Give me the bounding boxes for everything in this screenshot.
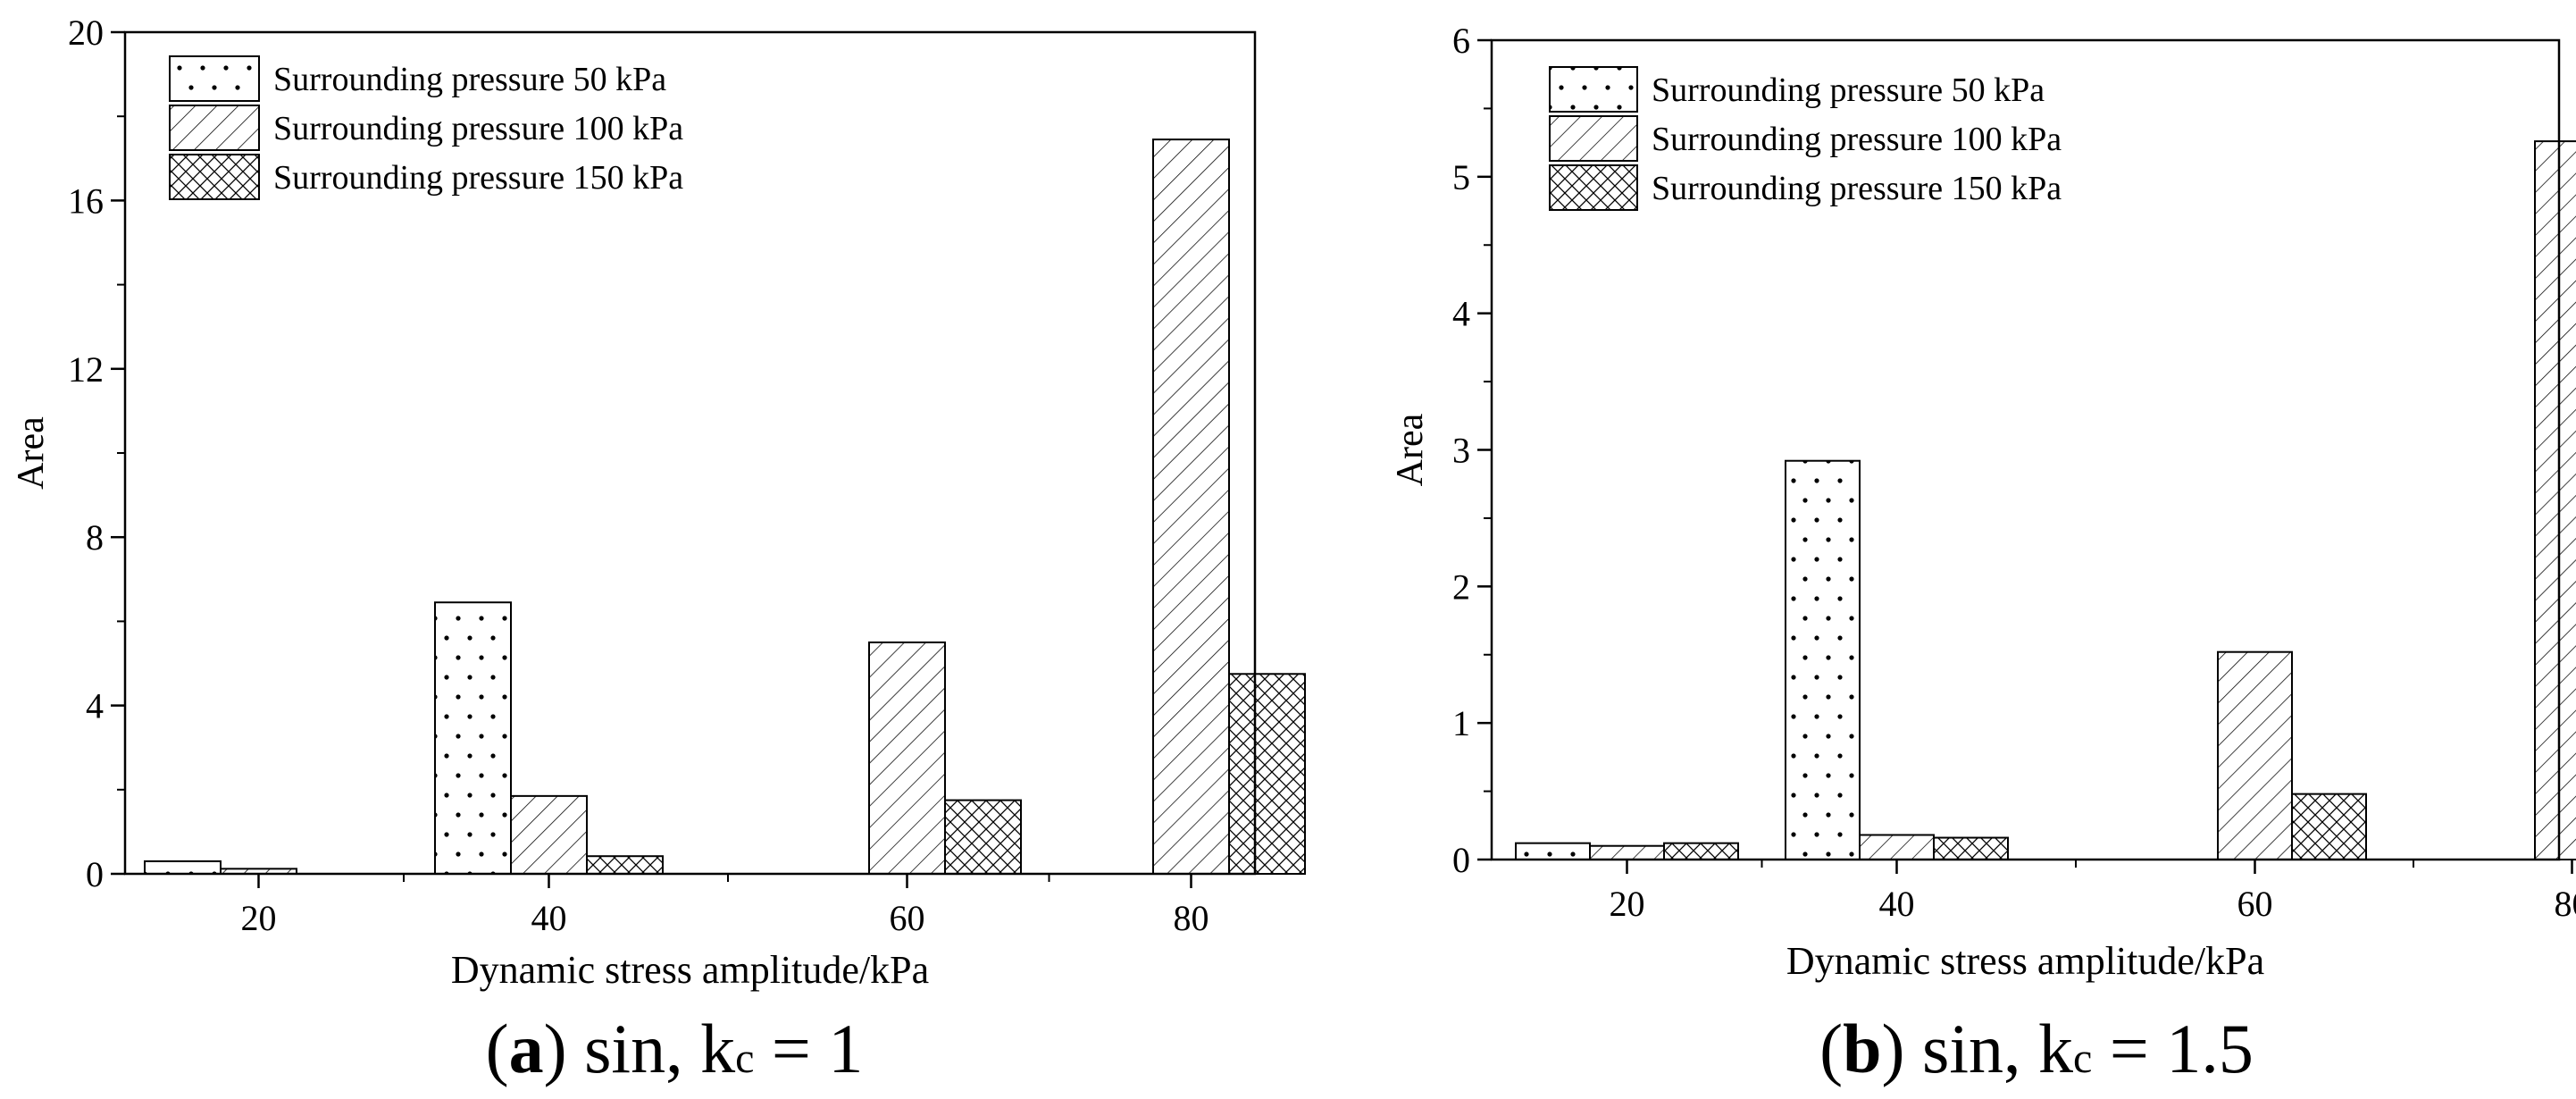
legend-label-b-1: Surrounding pressure 50 kPa	[1652, 71, 2045, 109]
x-tick-label-a-60: 60	[890, 898, 925, 938]
legend-label-b-3: Surrounding pressure 150 kPa	[1652, 170, 2062, 207]
y-tick-label-b-3: 3	[1452, 431, 1470, 471]
x-tick-label-a-40: 40	[531, 898, 567, 938]
x-tick-label-b-80: 80	[2555, 884, 2576, 924]
legend-swatch-b-3	[1549, 164, 1638, 211]
bar-a-s1-20	[144, 860, 222, 875]
bar-a-s2-80	[1152, 138, 1230, 876]
x-tick-label-b-40: 40	[1879, 884, 1915, 924]
y-axis-label-a: Area	[11, 416, 52, 490]
y-tick-label-b-2: 2	[1452, 566, 1470, 607]
y-tick-label-a-4: 16	[68, 180, 104, 221]
legend-swatch-a-2	[169, 105, 260, 151]
legend-swatch-a-1	[169, 55, 260, 102]
y-tick-label-a-5: 20	[68, 13, 104, 53]
bar-a-s2-60	[868, 641, 946, 875]
bar-b-s3-60	[2291, 793, 2367, 861]
bar-b-s3-20	[1663, 842, 1739, 860]
legend-label-b-2: Surrounding pressure 100 kPa	[1652, 121, 2062, 158]
y-tick-label-a-3: 12	[68, 349, 104, 390]
bar-b-s2-40	[1859, 834, 1935, 860]
caption-b: (b) sin, kc = 1.5	[1819, 1010, 2254, 1087]
legend-swatch-b-2	[1549, 115, 1638, 162]
bar-a-s1-40	[434, 601, 512, 876]
bar-b-s3-40	[1933, 836, 2009, 861]
chart-b: 0 1 2 3 4 5 6 20 40 60 80 Dynamic stress amplitude/…	[1390, 21, 2576, 983]
y-tick-label-b-1: 1	[1452, 703, 1470, 743]
plot-frame-b	[1490, 38, 2561, 861]
x-tick-label-a-80: 80	[1174, 898, 1209, 938]
bar-a-s3-80	[1228, 673, 1306, 876]
y-tick-label-b-6: 6	[1452, 21, 1470, 61]
bar-b-s2-60	[2217, 650, 2293, 861]
x-axis-label-b: Dynamic stress amplitude/kPa	[1786, 939, 2264, 983]
bar-b-s2-20	[1589, 844, 1665, 861]
y-tick-label-b-4: 4	[1452, 294, 1470, 334]
legend-label-a-3: Surrounding pressure 150 kPa	[273, 159, 683, 197]
bar-a-s3-40	[586, 855, 664, 876]
bar-a-s3-60	[944, 799, 1022, 876]
caption-a: (a) sin, kc = 1	[486, 1010, 864, 1087]
bar-a-s2-40	[510, 794, 588, 875]
y-tick-label-a-0: 0	[86, 854, 104, 894]
x-tick-label-b-20: 20	[1610, 884, 1645, 924]
chart-a: 0 4 8 12 16 20 20 40 60 80 Dynamic stress amplitud…	[11, 13, 1306, 992]
bar-b-s2-80	[2534, 140, 2576, 860]
legend-label-a-1: Surrounding pressure 50 kPa	[273, 61, 666, 98]
x-axis-label-a: Dynamic stress amplitude/kPa	[451, 948, 929, 992]
y-axis-label-b: Area	[1390, 413, 1431, 486]
legend-swatch-a-3	[169, 154, 260, 200]
legend-swatch-b-1	[1549, 66, 1638, 113]
y-tick-label-a-2: 8	[86, 517, 104, 558]
legend-label-a-2: Surrounding pressure 100 kPa	[273, 110, 683, 147]
y-tick-label-a-1: 4	[86, 686, 104, 726]
y-tick-label-b-0: 0	[1452, 840, 1470, 880]
legend-b: Surrounding pressure 50 kPa Surrounding p…	[1549, 66, 2062, 211]
y-tick-label-b-5: 5	[1452, 157, 1470, 197]
x-tick-label-b-60: 60	[2237, 884, 2273, 924]
legend-a: Surrounding pressure 50 kPa Surrounding p…	[169, 55, 683, 200]
bar-b-s1-40	[1785, 459, 1861, 861]
bar-b-s1-20	[1515, 842, 1591, 860]
x-tick-label-a-20: 20	[241, 898, 277, 938]
